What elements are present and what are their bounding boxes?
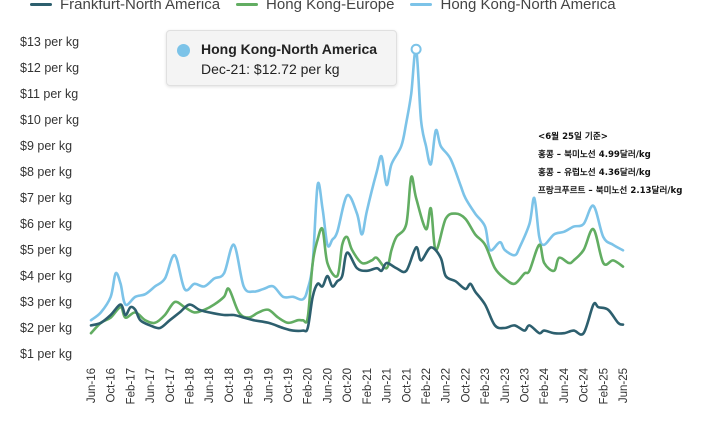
legend-label: Frankfurt-North America	[60, 0, 221, 13]
x-tick-label: Oct-21	[401, 368, 413, 403]
tooltip-marker[interactable]	[410, 43, 422, 55]
y-tick-label: $10 per kg	[20, 113, 79, 127]
annotation-line: 홍콩 – 북미노선 4.99달러/kg	[538, 150, 651, 160]
series-lines	[89, 47, 625, 336]
x-tick-label: Feb-17	[125, 368, 137, 404]
legend-swatch	[236, 2, 259, 6]
y-tick-label: $2 per kg	[20, 321, 72, 335]
series-line-frankfurt-north-america[interactable]	[89, 246, 625, 336]
tooltip-value: Dec-21: $12.72 per kg	[201, 61, 340, 77]
y-axis: $1 per kg $2 per kg $3 per kg $4 per kg $5 p…	[20, 35, 79, 361]
annotation-line: <6월 25일 기준>	[538, 132, 608, 142]
tooltip-title: Hong Kong-North America	[201, 41, 378, 57]
y-tick-label: $11 per kg	[20, 87, 78, 101]
x-tick-label: Oct-20	[342, 368, 354, 403]
y-tick-label: $9 per kg	[20, 139, 72, 153]
series-line-hong-kong-north-america[interactable]	[89, 47, 625, 322]
x-tick-label: Jun-24	[559, 367, 571, 403]
x-tick-label: Oct-16	[106, 368, 118, 403]
x-tick-label: Oct-19	[283, 368, 295, 403]
tooltip: Hong Kong-North America Dec-21: $12.72 p…	[166, 30, 397, 86]
legend-item-hong-kong-north-america[interactable]: Hong Kong-North America	[410, 0, 616, 14]
y-tick-label: $6 per kg	[20, 217, 72, 231]
y-tick-label: $1 per kg	[20, 347, 72, 361]
x-tick-label: Feb-20	[303, 368, 315, 404]
x-tick-label: Jun-22	[441, 368, 453, 403]
y-tick-label: $13 per kg	[20, 35, 79, 49]
x-tick-label: Jun-18	[204, 368, 216, 403]
x-tick-label: Feb-25	[598, 368, 610, 404]
legend-item-hong-kong-europe[interactable]: Hong Kong-Europe	[236, 0, 394, 14]
x-axis: Jun-16 Oct-16 Feb-17 Jun-17 Oct-17 Feb-18 Jun-…	[86, 367, 630, 404]
legend-swatch	[30, 2, 52, 6]
y-tick-label: $3 per kg	[20, 295, 72, 309]
x-tick-label: Feb-24	[539, 367, 551, 404]
legend-swatch	[410, 2, 433, 6]
y-tick-label: $12 per kg	[20, 61, 79, 75]
legend-item-frankfurt-north-america[interactable]: Frankfurt-North America	[30, 0, 220, 14]
x-tick-label: Feb-21	[362, 368, 374, 404]
x-tick-label: Feb-18	[185, 368, 197, 404]
x-tick-label: Jun-20	[322, 368, 334, 403]
annotation-line: 프랑크푸르트 – 북미노선 2.13달러/kg	[538, 186, 683, 196]
legend-label: Hong Kong-North America	[440, 0, 616, 13]
annotation-note: <6월 25일 기준> 홍콩 – 북미노선 4.99달러/kg 홍콩 – 유럽노…	[538, 128, 682, 200]
series-line-hong-kong-europe[interactable]	[89, 175, 625, 335]
x-tick-label: Jun-21	[382, 368, 394, 403]
legend: Frankfurt-North America Hong Kong-Europe…	[30, 0, 616, 14]
x-tick-label: Jun-19	[263, 368, 275, 403]
y-tick-label: $5 per kg	[20, 243, 72, 257]
legend-label: Hong Kong-Europe	[266, 0, 395, 13]
x-tick-label: Oct-17	[165, 368, 177, 403]
x-tick-label: Jun-16	[86, 368, 98, 403]
x-tick-label: Jun-25	[618, 368, 630, 403]
x-tick-label: Feb-23	[480, 368, 492, 404]
x-tick-label: Jun-23	[500, 368, 512, 403]
annotation-line: 홍콩 – 유럽노선 4.36달러/kg	[538, 168, 651, 178]
tooltip-marker-group	[410, 43, 422, 55]
x-tick-label: Oct-22	[460, 368, 472, 403]
x-tick-label: Jun-17	[145, 368, 157, 403]
y-tick-label: $7 per kg	[20, 191, 72, 205]
x-tick-label: Oct-23	[519, 368, 531, 403]
y-tick-label: $4 per kg	[20, 269, 72, 283]
x-tick-label: Oct-18	[224, 368, 236, 403]
tooltip-dot-icon	[177, 44, 190, 57]
y-tick-label: $8 per kg	[20, 165, 72, 179]
x-tick-label: Feb-22	[421, 368, 433, 404]
x-tick-label: Oct-24	[579, 367, 591, 402]
x-tick-label: Feb-19	[244, 368, 256, 404]
